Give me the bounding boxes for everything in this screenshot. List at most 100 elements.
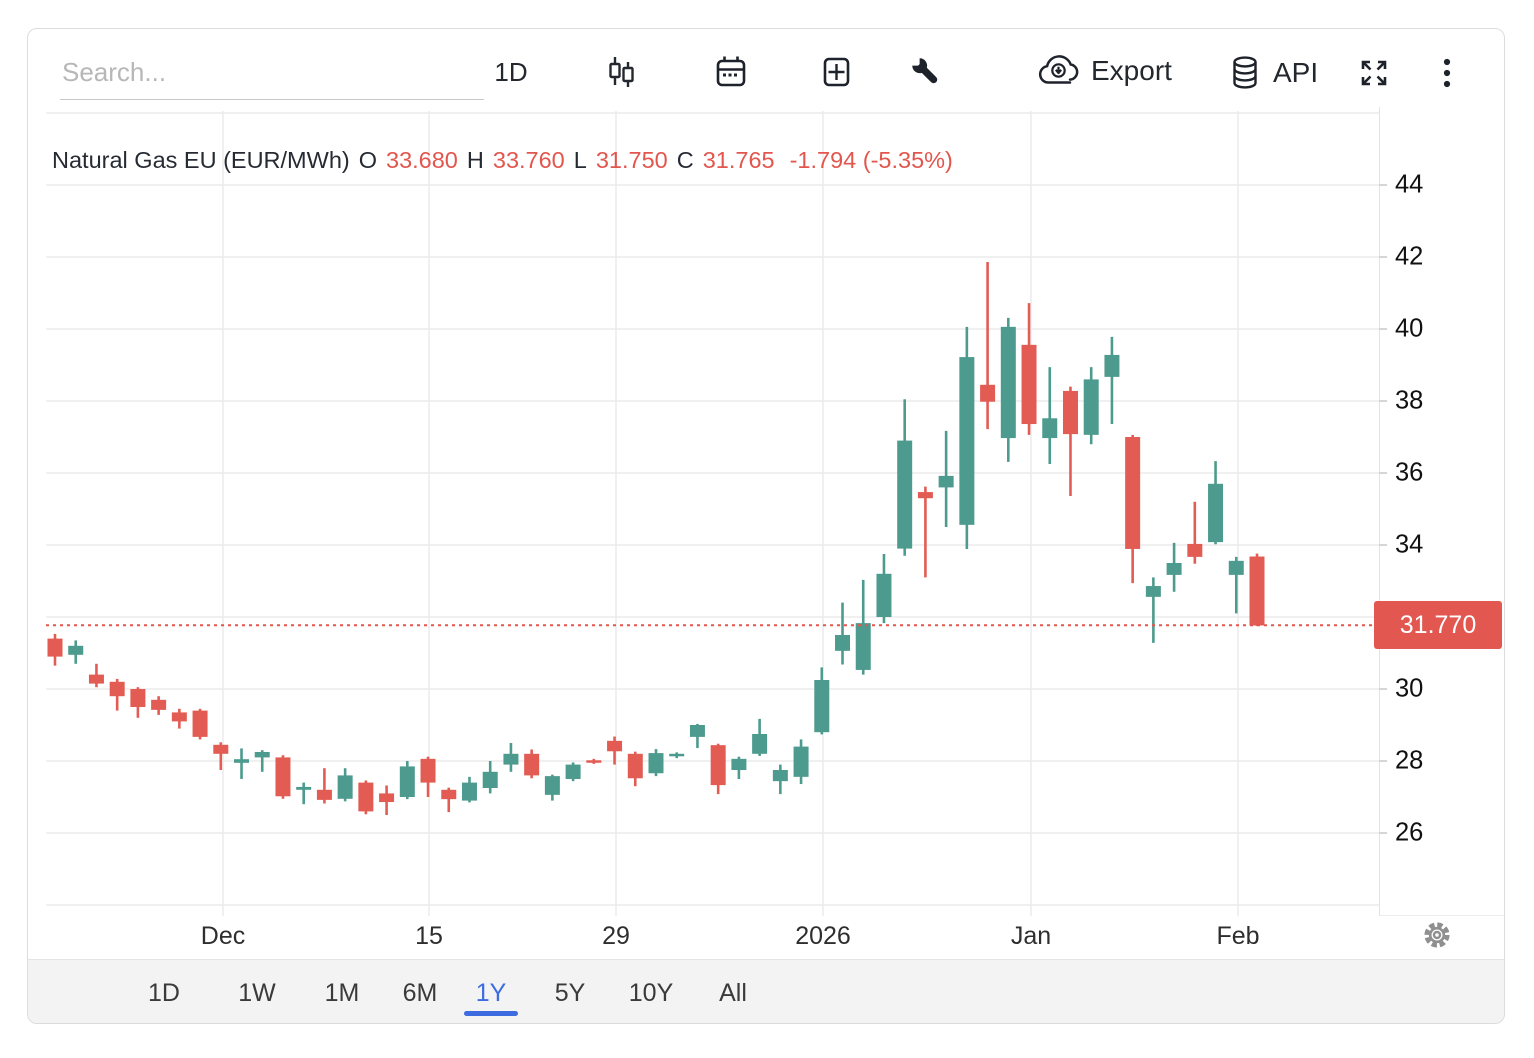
add-indicator-button[interactable] xyxy=(817,53,855,91)
chart-settings-button[interactable] xyxy=(1420,918,1454,957)
y-axis-label: 28 xyxy=(1395,746,1424,775)
candle xyxy=(503,743,519,772)
candle xyxy=(192,708,208,740)
x-axis-label: 15 xyxy=(415,922,443,950)
candle xyxy=(627,751,643,787)
interval-button[interactable]: 1D xyxy=(494,57,528,87)
tools-button[interactable] xyxy=(907,53,945,91)
kebab-menu-icon xyxy=(1443,58,1451,88)
candle xyxy=(275,755,291,799)
open-label: O xyxy=(358,147,377,173)
range-tab-1w[interactable]: 1W xyxy=(234,960,280,1023)
wrench-icon xyxy=(912,58,938,84)
candle xyxy=(171,708,187,729)
candlestick-icon xyxy=(609,57,634,87)
y-axis[interactable]: 44 42 40 38 36 34 30 28 26 xyxy=(1379,107,1504,916)
range-tab-5y[interactable]: 5Y xyxy=(551,960,590,1023)
candle xyxy=(358,780,374,815)
chart-type-button[interactable] xyxy=(602,53,640,91)
candle xyxy=(1208,461,1224,545)
y-axis-tick xyxy=(1379,832,1387,834)
range-tab-all[interactable]: All xyxy=(715,960,751,1023)
candle xyxy=(1125,434,1141,584)
candle xyxy=(109,678,125,711)
plus-icon xyxy=(823,57,850,87)
y-axis-tick xyxy=(1379,328,1387,330)
search-input[interactable] xyxy=(60,45,484,100)
range-tab-bar: 1D 1W 1M 6M 1Y 5Y 10Y All xyxy=(28,959,1504,1023)
export-button[interactable]: Export xyxy=(1036,53,1172,89)
candle xyxy=(731,756,747,779)
y-axis-tick xyxy=(1379,688,1387,690)
close-value: 31.765 xyxy=(702,147,775,173)
database-icon xyxy=(1233,56,1257,89)
candle xyxy=(254,750,270,772)
candlestick-chart xyxy=(46,111,1379,916)
export-label: Export xyxy=(1091,55,1172,86)
candle xyxy=(689,723,705,749)
candle xyxy=(1145,577,1161,643)
candle xyxy=(524,749,540,779)
candle xyxy=(316,768,332,804)
low-label: L xyxy=(573,147,587,173)
y-axis-tick xyxy=(1379,760,1387,762)
candle xyxy=(565,762,581,782)
chart-plot-area[interactable]: Natural Gas EU (EUR/MWh) O 33.680 H 33.760 L 3… xyxy=(46,107,1379,916)
chart-legend-readout: Natural Gas EU (EUR/MWh) O 33.680 H 33.760 L 3… xyxy=(52,147,962,174)
candle xyxy=(772,764,788,795)
open-value: 33.680 xyxy=(386,147,458,173)
candle xyxy=(1042,367,1058,464)
range-tab-1y[interactable]: 1Y xyxy=(472,960,511,1023)
candle xyxy=(399,761,415,800)
active-tab-underline xyxy=(464,1011,518,1016)
candle xyxy=(337,768,353,802)
candle xyxy=(88,663,104,688)
candle xyxy=(441,787,457,813)
candle xyxy=(296,782,312,805)
candle xyxy=(669,752,685,759)
cloud-download-icon xyxy=(1038,55,1079,84)
candle xyxy=(482,761,498,794)
candle xyxy=(1104,336,1120,425)
candle xyxy=(130,687,146,718)
y-axis-label: 42 xyxy=(1395,242,1424,271)
candle xyxy=(68,640,84,664)
candle xyxy=(938,430,954,527)
candle xyxy=(1187,501,1203,564)
candle xyxy=(648,749,664,777)
candle xyxy=(814,667,830,735)
api-button[interactable]: API xyxy=(1226,53,1318,93)
range-tab-1d[interactable]: 1D xyxy=(144,960,184,1023)
candle xyxy=(1166,542,1182,592)
candle xyxy=(586,758,602,764)
candle xyxy=(607,736,623,765)
candle xyxy=(752,718,768,756)
candle xyxy=(1249,553,1265,626)
candle xyxy=(980,262,996,430)
api-label: API xyxy=(1273,57,1319,88)
symbol-name: Natural Gas EU (EUR/MWh) xyxy=(52,147,350,173)
calendar-button[interactable] xyxy=(712,53,750,91)
x-axis-label: Dec xyxy=(200,922,246,950)
calendar-icon xyxy=(716,56,746,87)
range-tab-1m[interactable]: 1M xyxy=(321,960,364,1023)
candle xyxy=(897,399,913,556)
candle xyxy=(544,774,560,801)
expand-icon xyxy=(1361,60,1387,86)
candle xyxy=(151,696,167,715)
high-value: 33.760 xyxy=(492,147,565,173)
y-axis-tick xyxy=(1379,544,1387,546)
y-axis-label: 34 xyxy=(1395,530,1424,559)
candle xyxy=(1228,556,1244,614)
high-label: H xyxy=(466,147,484,173)
candle xyxy=(379,785,395,815)
y-axis-label: 30 xyxy=(1395,674,1424,703)
range-tab-10y[interactable]: 10Y xyxy=(625,960,677,1023)
more-menu-button[interactable] xyxy=(1440,53,1454,93)
candle xyxy=(1021,303,1037,435)
range-tab-6m[interactable]: 6M xyxy=(399,960,442,1023)
candle xyxy=(793,739,809,785)
fullscreen-button[interactable] xyxy=(1354,53,1394,93)
x-axis[interactable]: Dec 15 29 2026 Jan Feb xyxy=(28,916,1379,959)
y-axis-tick xyxy=(1379,184,1387,186)
